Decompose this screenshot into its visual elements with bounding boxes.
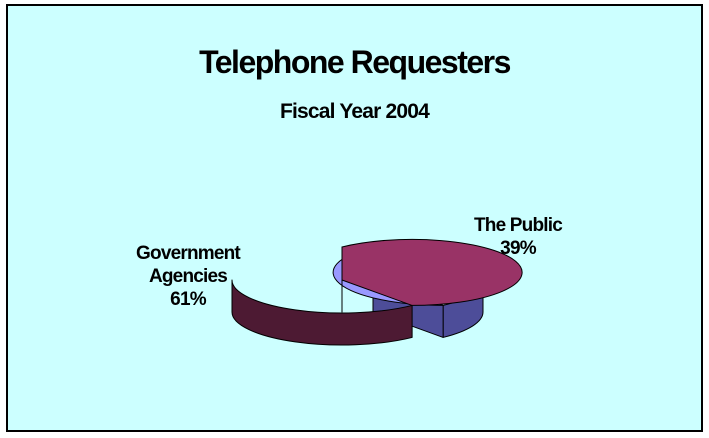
chart-area: Telephone Requesters Fiscal Year 2004 Th… (6, 4, 703, 432)
slice-name-government-line-1: Government (136, 243, 241, 264)
slice-label-government: Government Agencies 61% (98, 242, 278, 311)
slice-name-government-line-2: Agencies (148, 266, 228, 287)
slice-label-public: The Public 39% (448, 214, 588, 260)
pie-slice-government-top (341, 238, 523, 306)
slice-percent-government: 61% (170, 289, 206, 310)
slice-percent-public: 39% (500, 238, 536, 259)
chart-title: Telephone Requesters (199, 44, 511, 80)
pie-chart (231, 238, 523, 346)
chart-subtitle: Fiscal Year 2004 (279, 100, 430, 123)
slice-name-public-line-1: The Public (473, 215, 563, 236)
pie-slice-government-side (231, 279, 413, 346)
